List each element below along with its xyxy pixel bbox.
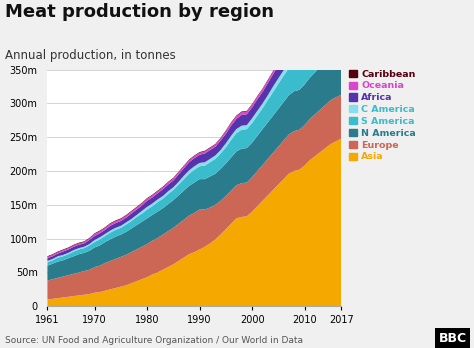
Text: Meat production by region: Meat production by region bbox=[5, 3, 274, 22]
Text: BBC: BBC bbox=[439, 332, 467, 345]
Legend: Caribbean, Oceania, Africa, C America, S America, N America, Europe, Asia: Caribbean, Oceania, Africa, C America, S… bbox=[349, 70, 416, 161]
Text: Source: UN Food and Agriculture Organization / Our World in Data: Source: UN Food and Agriculture Organiza… bbox=[5, 335, 303, 345]
Text: Annual production, in tonnes: Annual production, in tonnes bbox=[5, 49, 175, 62]
